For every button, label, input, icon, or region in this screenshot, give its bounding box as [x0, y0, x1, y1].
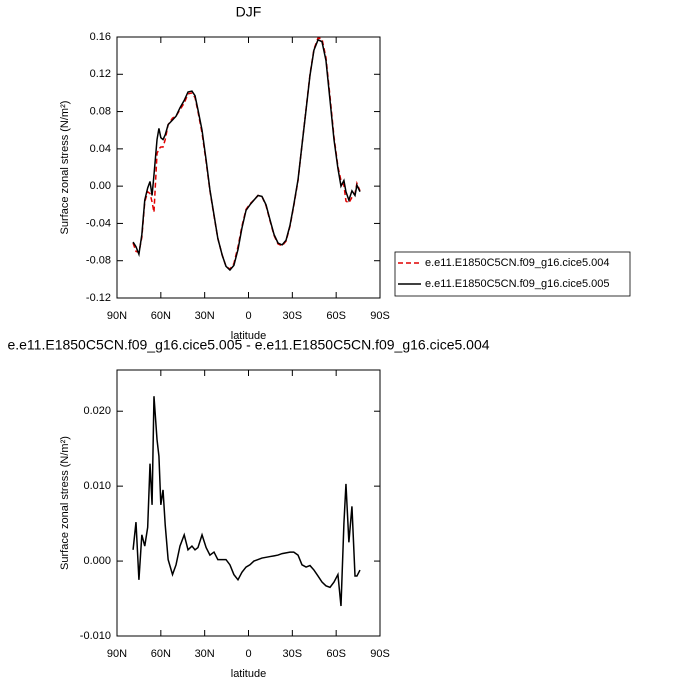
x-tick-label: 60N	[151, 648, 171, 660]
plot-frame	[116, 369, 381, 637]
x-tick-label: 90S	[370, 648, 390, 660]
y-axis-label: Surface zonal stress (N/m²)	[59, 101, 71, 235]
y-axis-label: Surface zonal stress (N/m²)	[59, 436, 71, 570]
x-tick-label: 30S	[283, 310, 303, 322]
y-tick-label: 0.00	[90, 180, 111, 192]
y-tick-label: -0.04	[86, 217, 111, 229]
y-tick-label: 0.000	[83, 555, 111, 567]
legend-label: e.e11.E1850C5CN.f09_g16.cice5.005	[425, 278, 610, 290]
data-line	[132, 38, 361, 272]
chart-title: DJF	[236, 4, 262, 20]
y-tick-label: -0.12	[86, 292, 111, 304]
y-tick-label: 0.08	[90, 105, 111, 117]
x-tick-label: 90S	[370, 310, 390, 322]
chart-title: e.e11.E1850C5CN.f09_g16.cice5.005 - e.e1…	[7, 337, 489, 353]
x-tick-label: 90N	[107, 310, 127, 322]
y-tick-label: 0.12	[90, 68, 111, 80]
x-tick-label: 60S	[326, 310, 346, 322]
x-tick-label: 60S	[326, 648, 346, 660]
x-tick-label: 30N	[195, 648, 215, 660]
data-line	[132, 37, 361, 271]
x-tick-label: 0	[245, 310, 251, 322]
legend-label: e.e11.E1850C5CN.f09_g16.cice5.004	[425, 257, 610, 269]
x-tick-label: 0	[245, 648, 251, 660]
x-tick-label: 60N	[151, 310, 171, 322]
y-tick-label: 0.010	[83, 480, 111, 492]
legend-box	[394, 251, 631, 297]
x-axis-label: latitude	[231, 330, 266, 342]
y-tick-label: -0.010	[80, 630, 111, 642]
y-tick-label: -0.08	[86, 255, 111, 267]
x-tick-label: 90N	[107, 648, 127, 660]
x-tick-label: 30S	[283, 648, 303, 660]
x-axis-label: latitude	[231, 668, 266, 680]
y-tick-label: 0.020	[83, 405, 111, 417]
y-tick-label: 0.04	[90, 143, 111, 155]
y-tick-label: 0.16	[90, 31, 111, 43]
x-tick-label: 30N	[195, 310, 215, 322]
data-line	[132, 396, 361, 607]
plot-frame	[116, 36, 381, 299]
